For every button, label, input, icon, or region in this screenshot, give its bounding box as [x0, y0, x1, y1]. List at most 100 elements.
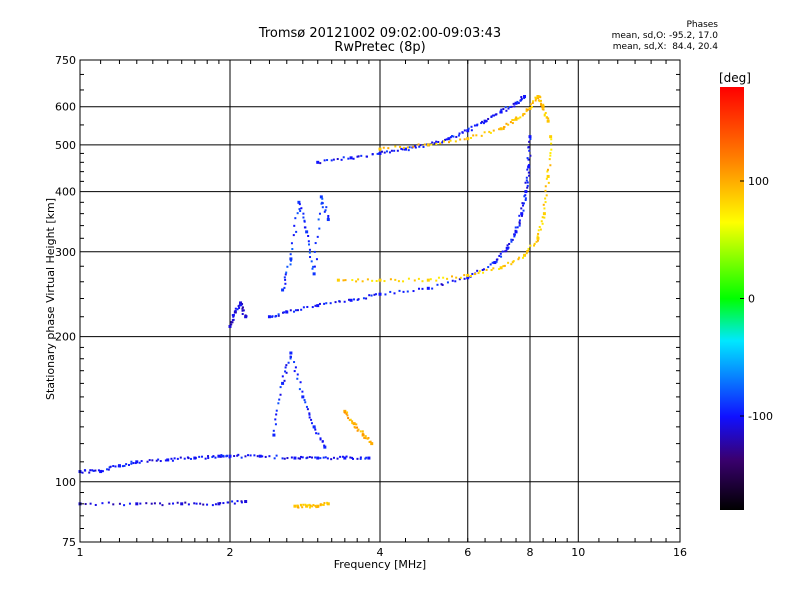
- trace-sample: [482, 122, 485, 125]
- trace-sample: [309, 256, 312, 259]
- trace-sample: [528, 174, 531, 177]
- trace-sample: [101, 502, 104, 505]
- trace-sample: [413, 145, 416, 148]
- trace-sample: [537, 97, 540, 100]
- trace-sample: [299, 457, 302, 460]
- trace-sample: [352, 157, 355, 160]
- trace-sample: [274, 423, 277, 426]
- trace-sample: [399, 145, 402, 148]
- data-point: [349, 156, 353, 160]
- data-point: [289, 257, 293, 261]
- trace-sample: [469, 274, 472, 277]
- trace-sample: [296, 309, 299, 312]
- trace-upper-x-mode: [378, 94, 550, 151]
- trace-sample: [362, 297, 365, 300]
- trace-sample: [207, 457, 210, 460]
- trace-sample: [319, 162, 322, 165]
- trace-sample: [502, 108, 505, 111]
- trace-sample: [107, 468, 110, 471]
- trace-sample: [394, 145, 397, 148]
- trace-sample: [83, 469, 86, 472]
- trace-sample: [153, 502, 156, 505]
- data-point: [297, 200, 301, 204]
- trace-sample: [207, 455, 210, 458]
- trace-sample: [318, 302, 321, 305]
- trace-sample: [526, 186, 529, 189]
- y-tick-label: 100: [55, 476, 76, 489]
- data-point: [426, 278, 430, 282]
- trace-sample: [315, 432, 318, 435]
- trace-sample: [234, 307, 237, 310]
- trace-sample: [323, 502, 326, 505]
- trace-sample: [332, 456, 335, 459]
- trace-sample: [504, 250, 507, 253]
- trace-sample: [232, 313, 235, 316]
- trace-sample: [522, 256, 525, 259]
- trace-sample: [275, 454, 278, 457]
- trace-sample: [100, 469, 103, 472]
- x-tick-label: 8: [527, 546, 534, 559]
- trace-sample: [219, 455, 222, 458]
- trace-sample: [542, 203, 545, 206]
- trace-sample: [470, 129, 473, 132]
- trace-sample: [549, 152, 552, 155]
- trace-sample: [442, 276, 445, 279]
- trace-sample: [233, 502, 236, 505]
- trace-sample: [525, 252, 528, 255]
- trace-sample: [112, 503, 115, 506]
- trace-sample: [365, 297, 368, 300]
- trace-sample: [346, 411, 349, 414]
- scatter-points: [78, 94, 553, 509]
- trace-sample: [310, 418, 313, 421]
- trace-sample: [341, 455, 344, 458]
- trace-sample: [128, 502, 131, 505]
- trace-sample: [351, 422, 354, 425]
- trace-sample: [322, 456, 325, 459]
- data-point: [293, 504, 297, 508]
- trace-sample: [543, 207, 546, 210]
- trace-sample: [275, 314, 278, 317]
- trace-sample: [517, 102, 520, 105]
- data-point: [514, 101, 518, 105]
- trace-sample: [508, 242, 511, 245]
- trace-sample: [541, 216, 544, 219]
- trace-sample: [306, 305, 309, 308]
- trace-sample: [127, 463, 130, 466]
- trace-sample: [321, 202, 324, 205]
- trace-sample: [112, 465, 115, 468]
- trace-sample: [336, 158, 339, 161]
- trace-sample: [322, 503, 325, 506]
- trace-sample: [402, 290, 405, 293]
- trace-sample: [289, 309, 292, 312]
- trace-sample: [492, 129, 495, 132]
- data-point: [316, 456, 320, 460]
- trace-sample: [232, 315, 235, 318]
- data-point: [426, 143, 430, 147]
- trace-sample: [317, 505, 320, 508]
- data-point: [352, 422, 356, 426]
- trace-sample: [470, 125, 473, 128]
- trace-sample: [406, 146, 409, 149]
- trace-sample: [373, 293, 376, 296]
- trace-sample: [533, 242, 536, 245]
- trace-sample: [118, 502, 121, 505]
- trace-sample: [329, 302, 332, 305]
- trace-sample: [346, 414, 349, 417]
- trace-sample: [489, 263, 492, 266]
- trace-sample: [211, 456, 214, 459]
- data-point: [166, 458, 170, 462]
- trace-sample: [542, 108, 545, 111]
- trace-sample: [176, 501, 179, 504]
- trace-sample: [413, 279, 416, 282]
- trace-sample: [351, 279, 354, 282]
- trace-sample: [355, 423, 358, 426]
- trace-sample: [487, 117, 490, 120]
- trace-sample: [511, 261, 514, 264]
- trace-sample: [511, 122, 514, 125]
- trace-sample: [139, 502, 142, 505]
- trace-sample: [481, 120, 484, 123]
- trace-sample: [281, 375, 284, 378]
- trace-sample: [541, 222, 544, 225]
- trace-sample: [321, 440, 324, 443]
- trace-sample: [204, 457, 207, 460]
